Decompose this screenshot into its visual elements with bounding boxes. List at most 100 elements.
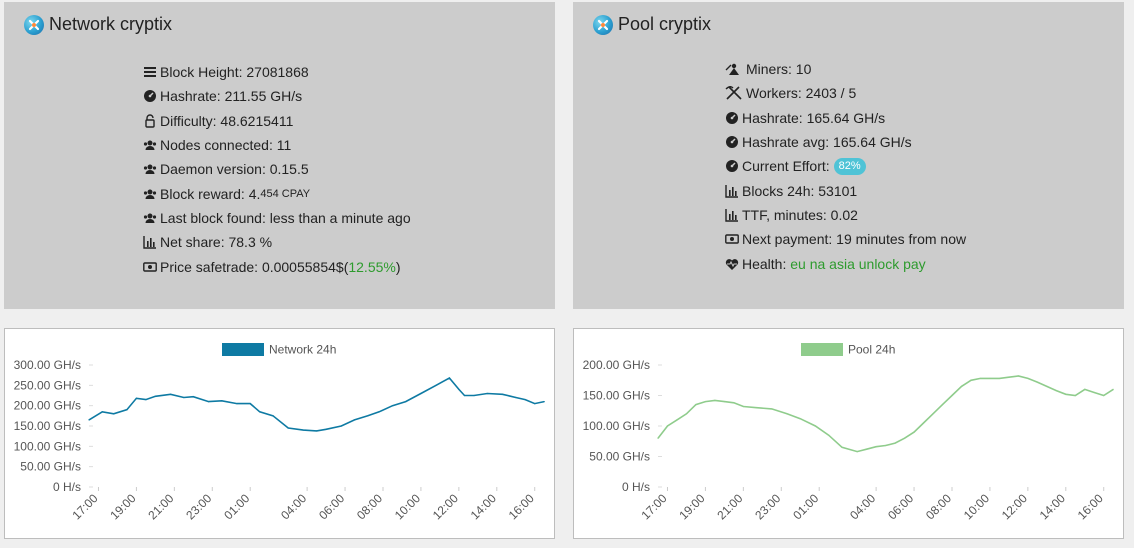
daemon-row: Daemon version: 0.15.5 [143, 157, 411, 181]
data-point [866, 448, 868, 450]
block-height-text: Block Height: 27081868 [160, 64, 309, 81]
data-point [1046, 385, 1048, 387]
last-block-text: Last block found: less than a minute ago [160, 209, 411, 226]
data-point [714, 399, 716, 401]
data-point [856, 451, 858, 453]
data-point [543, 401, 545, 403]
data-point [733, 402, 735, 404]
data-point [378, 411, 380, 413]
bars-icon [143, 65, 157, 79]
price-row: Price safetrade: 0.00055854$(12.55%) [143, 254, 411, 278]
network-stats: Block Height: 27081868 Hashrate: 211.55 … [143, 60, 411, 279]
data-point [302, 429, 304, 431]
y-tick-label: 200.00 GH/s [583, 358, 650, 372]
effort-badge: 82% [833, 157, 866, 175]
users-icon [143, 138, 157, 152]
data-point [894, 442, 896, 444]
y-tick-label: 250.00 GH/s [14, 378, 81, 392]
data-point [420, 392, 422, 395]
chart-legend: Network 24h [222, 343, 336, 357]
users-icon [143, 211, 157, 225]
chart-legend: Pool 24h [801, 343, 895, 357]
data-point [903, 437, 906, 439]
data-point [970, 379, 972, 381]
miners-text: Miners: 10 [746, 61, 812, 78]
data-point [316, 430, 318, 432]
data-point [448, 377, 450, 379]
difficulty-text: Difficulty: 48.6215411 [160, 112, 294, 129]
data-point [786, 413, 788, 415]
pool-title: Pool cryptix [593, 14, 711, 35]
data-point [1112, 388, 1114, 390]
data-point [473, 394, 475, 397]
next-payment-text: Next payment: 19 minutes from now [742, 231, 967, 248]
data-point [666, 425, 669, 427]
data-point [1027, 377, 1029, 380]
net-share-row: Net share: 78.3 % [143, 230, 411, 254]
y-tick-label: 50.00 GH/s [589, 450, 650, 464]
pool-title-text: Pool cryptix [618, 14, 712, 34]
y-tick-label: 100.00 GH/s [583, 419, 650, 433]
data-point [960, 385, 963, 387]
data-point [913, 431, 915, 433]
network-hashrate-text: Hashrate: 211.55 GH/s [160, 88, 303, 105]
data-point [463, 394, 466, 397]
data-point [841, 446, 843, 448]
pool-panel: Pool cryptix Miners: 10 Workers: 2403 / … [573, 2, 1124, 309]
price-text: Price safetrade: 0.00055854$( [160, 258, 349, 275]
ttf-row: TTF, minutes: 0.02 [725, 203, 966, 227]
data-point [657, 437, 659, 439]
gauge-icon [143, 89, 157, 103]
data-point [367, 415, 369, 417]
data-point [998, 377, 1001, 380]
legend-label: Pool 24h [848, 343, 895, 357]
net-share-text: Net share: 78.3 % [160, 234, 273, 251]
data-point [113, 413, 115, 415]
gauge-icon [725, 135, 739, 149]
data-point [814, 425, 817, 427]
data-point [676, 419, 678, 421]
bar-chart-icon [143, 235, 157, 249]
network-chart: Network 24h 300.00 GH/s 250.00 GH/s 200.00 … [10, 335, 549, 533]
data-point [524, 398, 526, 401]
y-tick-label: 150.00 GH/s [583, 389, 650, 403]
price-change: 12.55% [348, 258, 396, 275]
pickaxe-icon [725, 86, 743, 101]
data-point [221, 400, 223, 402]
data-point [236, 403, 238, 405]
data-point [685, 413, 688, 415]
cryptix-logo-icon [593, 14, 613, 35]
data-point [1055, 390, 1057, 392]
users-icon [143, 162, 157, 176]
block-reward-row: Block reward: 4. 454 CPAY [143, 181, 411, 205]
workers-row: Workers: 2403 / 5 [725, 81, 966, 105]
daemon-text: Daemon version: 0.15.5 [160, 161, 309, 178]
data-point [941, 404, 944, 406]
data-point [828, 434, 830, 436]
blocks-24h-text: Blocks 24h: 53101 [742, 182, 858, 199]
data-point [951, 394, 953, 397]
data-point [515, 396, 517, 399]
legend-label: Network 24h [269, 343, 336, 357]
effort-row: Current Effort: 82% [725, 154, 966, 178]
data-point [742, 405, 744, 408]
y-tick-label: 150.00 GH/s [14, 419, 81, 433]
data-point [723, 401, 725, 403]
gauge-icon [725, 159, 739, 173]
miners-row: Miners: 10 [725, 57, 966, 81]
data-point [1036, 381, 1038, 383]
data-point [249, 403, 251, 405]
data-point [126, 409, 128, 411]
series-line [88, 376, 545, 432]
data-point [405, 401, 407, 403]
data-point [756, 407, 758, 409]
data-point [1074, 394, 1076, 397]
pool-hashrate-row: Hashrate: 165.64 GH/s [725, 106, 966, 130]
data-point [272, 415, 274, 417]
last-block-row: Last block found: less than a minute ago [143, 206, 411, 230]
network-chart-card: Network 24h 300.00 GH/s 250.00 GH/s 200.00 … [4, 328, 555, 539]
effort-label: Current Effort: [742, 158, 830, 175]
legend-swatch [801, 343, 843, 356]
workers-text: Workers: 2403 / 5 [746, 85, 857, 102]
y-tick-label: 300.00 GH/s [14, 358, 81, 372]
